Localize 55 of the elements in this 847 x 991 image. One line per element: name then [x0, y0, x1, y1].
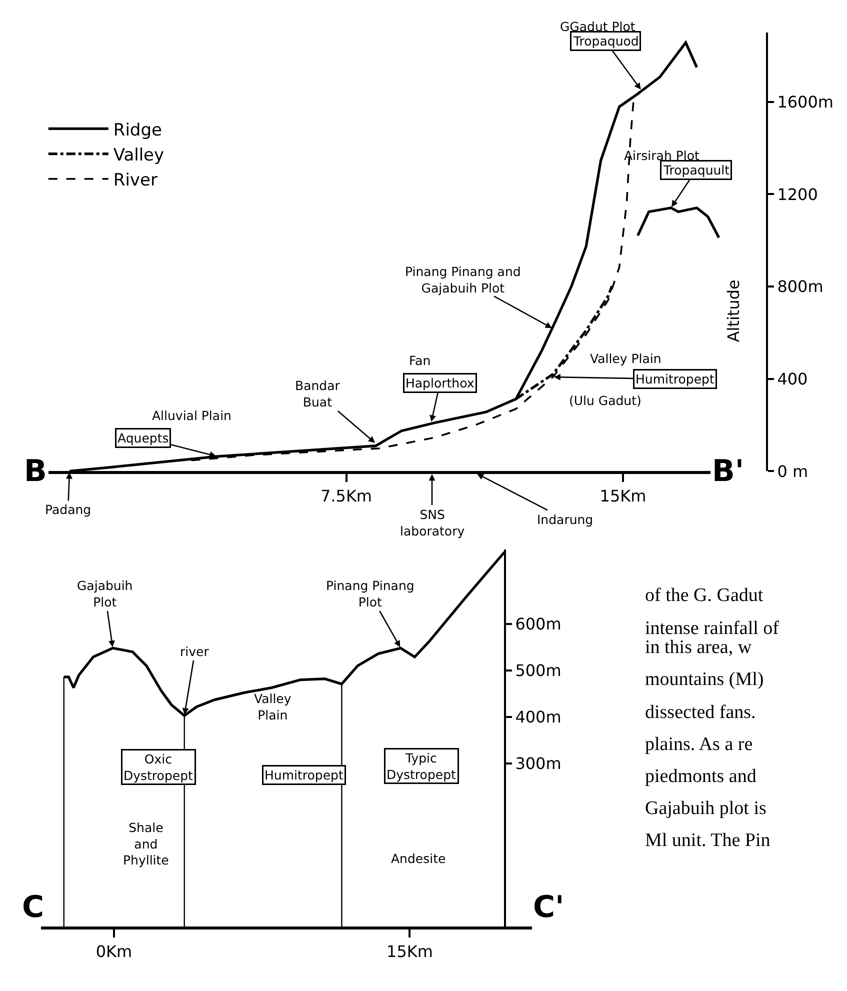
text: Indarung — [537, 512, 594, 527]
annotation: Tropaquult — [662, 162, 730, 178]
legend-label: Ridge — [113, 120, 162, 140]
annotation: Oxic Dystropept — [124, 752, 194, 783]
y-tick-label: 600m — [515, 614, 562, 634]
annotation: Bandar Buat — [295, 378, 341, 410]
y-tick-label: 800m — [777, 277, 824, 296]
text: dissected fans. — [645, 702, 756, 723]
text: piedmonts and — [645, 766, 757, 787]
y-tick-label: 500m — [515, 661, 562, 680]
annotation: Shale and Phyllite — [123, 820, 170, 868]
text: Ml unit. The Pin — [645, 830, 771, 851]
annotation: GGadut Plot — [560, 19, 636, 34]
annotation: B — [24, 454, 47, 489]
annotation: Pinang Pinang and Gajabuih Plot — [405, 264, 521, 296]
annotation: Typic Dystropept — [386, 750, 456, 782]
text: SNS laboratory — [400, 507, 466, 538]
x-tick-label: 15Km — [386, 942, 433, 961]
text: of the G. Gadut — [645, 585, 764, 606]
y-tick-label: 400 — [777, 369, 808, 388]
text: plains. As a re — [645, 734, 753, 755]
annotation: Aquepts — [118, 430, 169, 446]
annotation: Padang — [45, 502, 92, 517]
y-tick-label: 300m — [515, 754, 562, 774]
y-tick-label: 1200 — [777, 184, 818, 204]
annotation: Gajabuih Plot — [77, 578, 133, 610]
legend-label: Valley — [113, 145, 164, 166]
y-tick-label: 1600m — [777, 92, 834, 112]
x-tick-label: 0Km — [96, 942, 132, 961]
annotation: Humitropept — [264, 768, 344, 782]
annotation: Valley Plain — [254, 691, 292, 722]
legend-label: River — [113, 170, 158, 191]
text: in this area, w — [645, 637, 752, 658]
text: mountains (Ml) — [645, 669, 764, 690]
text: Gajabuih plot is — [645, 798, 766, 819]
annotation: Haplorthox — [406, 376, 474, 390]
annotation: river — [180, 644, 210, 659]
annotation: Humitropept — [636, 372, 714, 386]
text: C' — [533, 890, 564, 925]
annotation: Fan — [409, 353, 431, 368]
annotation: Alluvial Plain — [152, 408, 232, 423]
y-axis-title: Altitude — [724, 280, 743, 342]
annotation: Airsirah Plot — [624, 148, 700, 163]
annotation: Tropaquod — [572, 34, 639, 48]
text: intense rainfall of — [645, 618, 780, 639]
y-tick-label: 400m — [515, 708, 562, 727]
annotation: Andesite — [391, 851, 446, 866]
x-tick-label: 15Km — [600, 486, 646, 506]
x-tick-label: 7.5Km — [320, 486, 372, 506]
annotation: Valley Plain — [590, 351, 662, 366]
y-tick-label: 0 m — [777, 462, 808, 481]
annotation: C — [22, 890, 44, 925]
annotation: Pinang Pinang Plot — [326, 578, 414, 610]
annotation: (Ulu Gadut) — [569, 393, 642, 408]
annotation: B' — [712, 454, 744, 489]
